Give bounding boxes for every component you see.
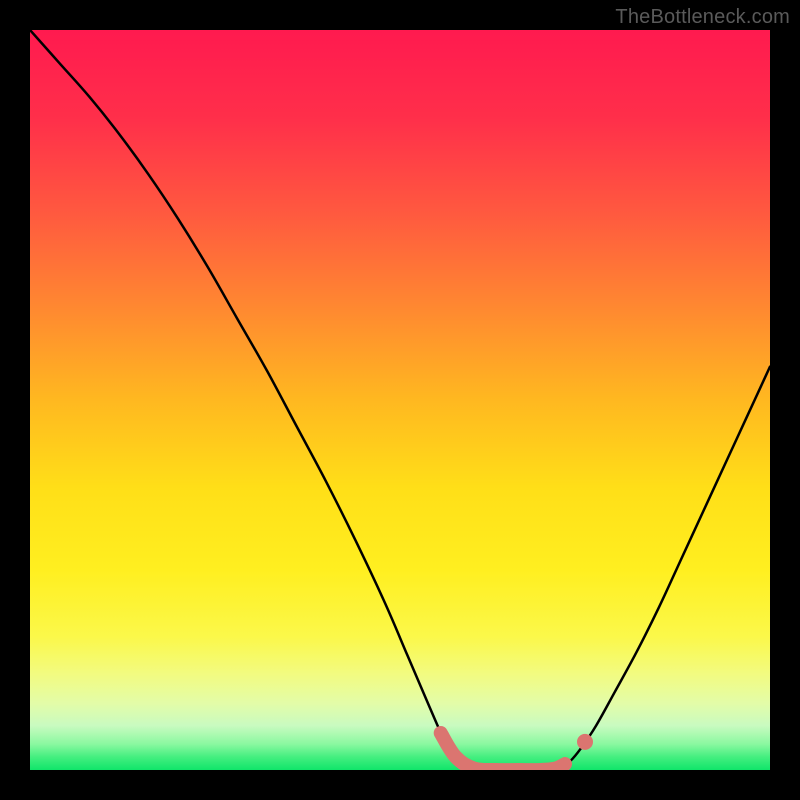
watermark-text: TheBottleneck.com	[615, 6, 790, 29]
plot-area	[30, 30, 770, 770]
gradient-background	[30, 30, 770, 770]
chart-container: TheBottleneck.com	[0, 0, 800, 800]
highlight-marker	[577, 734, 593, 750]
chart-svg	[30, 30, 770, 770]
